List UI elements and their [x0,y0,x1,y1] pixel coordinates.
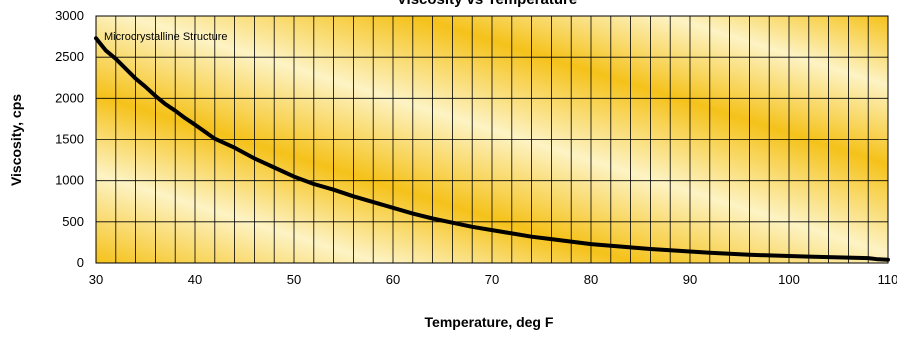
y-tick-label: 3000 [55,8,84,23]
x-tick-label: 70 [485,272,499,287]
x-axis-title: Temperature, deg F [425,314,554,330]
y-axis-title: Viscosity, cps [8,94,24,186]
x-tick-label: 100 [778,272,800,287]
horizontal-gridlines [96,56,888,223]
plot-area-border [95,15,889,264]
annotation-microcrystalline-structure: Microcrystalline Structure [104,31,227,43]
x-tick-label: 50 [287,272,301,287]
y-tick-label: 0 [77,255,84,270]
series-line-viscosity [94,36,890,262]
y-tick-label: 1000 [55,173,84,188]
x-tick-label: 80 [584,272,598,287]
x-tick-label: 30 [89,272,103,287]
y-axis-tick-labels: 0 500 1000 1500 2000 2500 3000 [55,8,84,270]
x-tick-label: 40 [188,272,202,287]
y-tick-label: 2000 [55,90,84,105]
y-tick-label: 500 [62,214,84,229]
x-axis-tick-labels: 30 40 50 60 70 80 90 100 110 [89,272,897,287]
x-tick-label: 60 [386,272,400,287]
x-tick-label: 110 [878,272,897,287]
y-tick-label: 1500 [55,132,84,147]
y-tick-label: 2500 [55,49,84,64]
chart-title: Viscosity vs Temperature [397,0,577,8]
series-lines [94,36,890,262]
x-tick-label: 90 [683,272,697,287]
